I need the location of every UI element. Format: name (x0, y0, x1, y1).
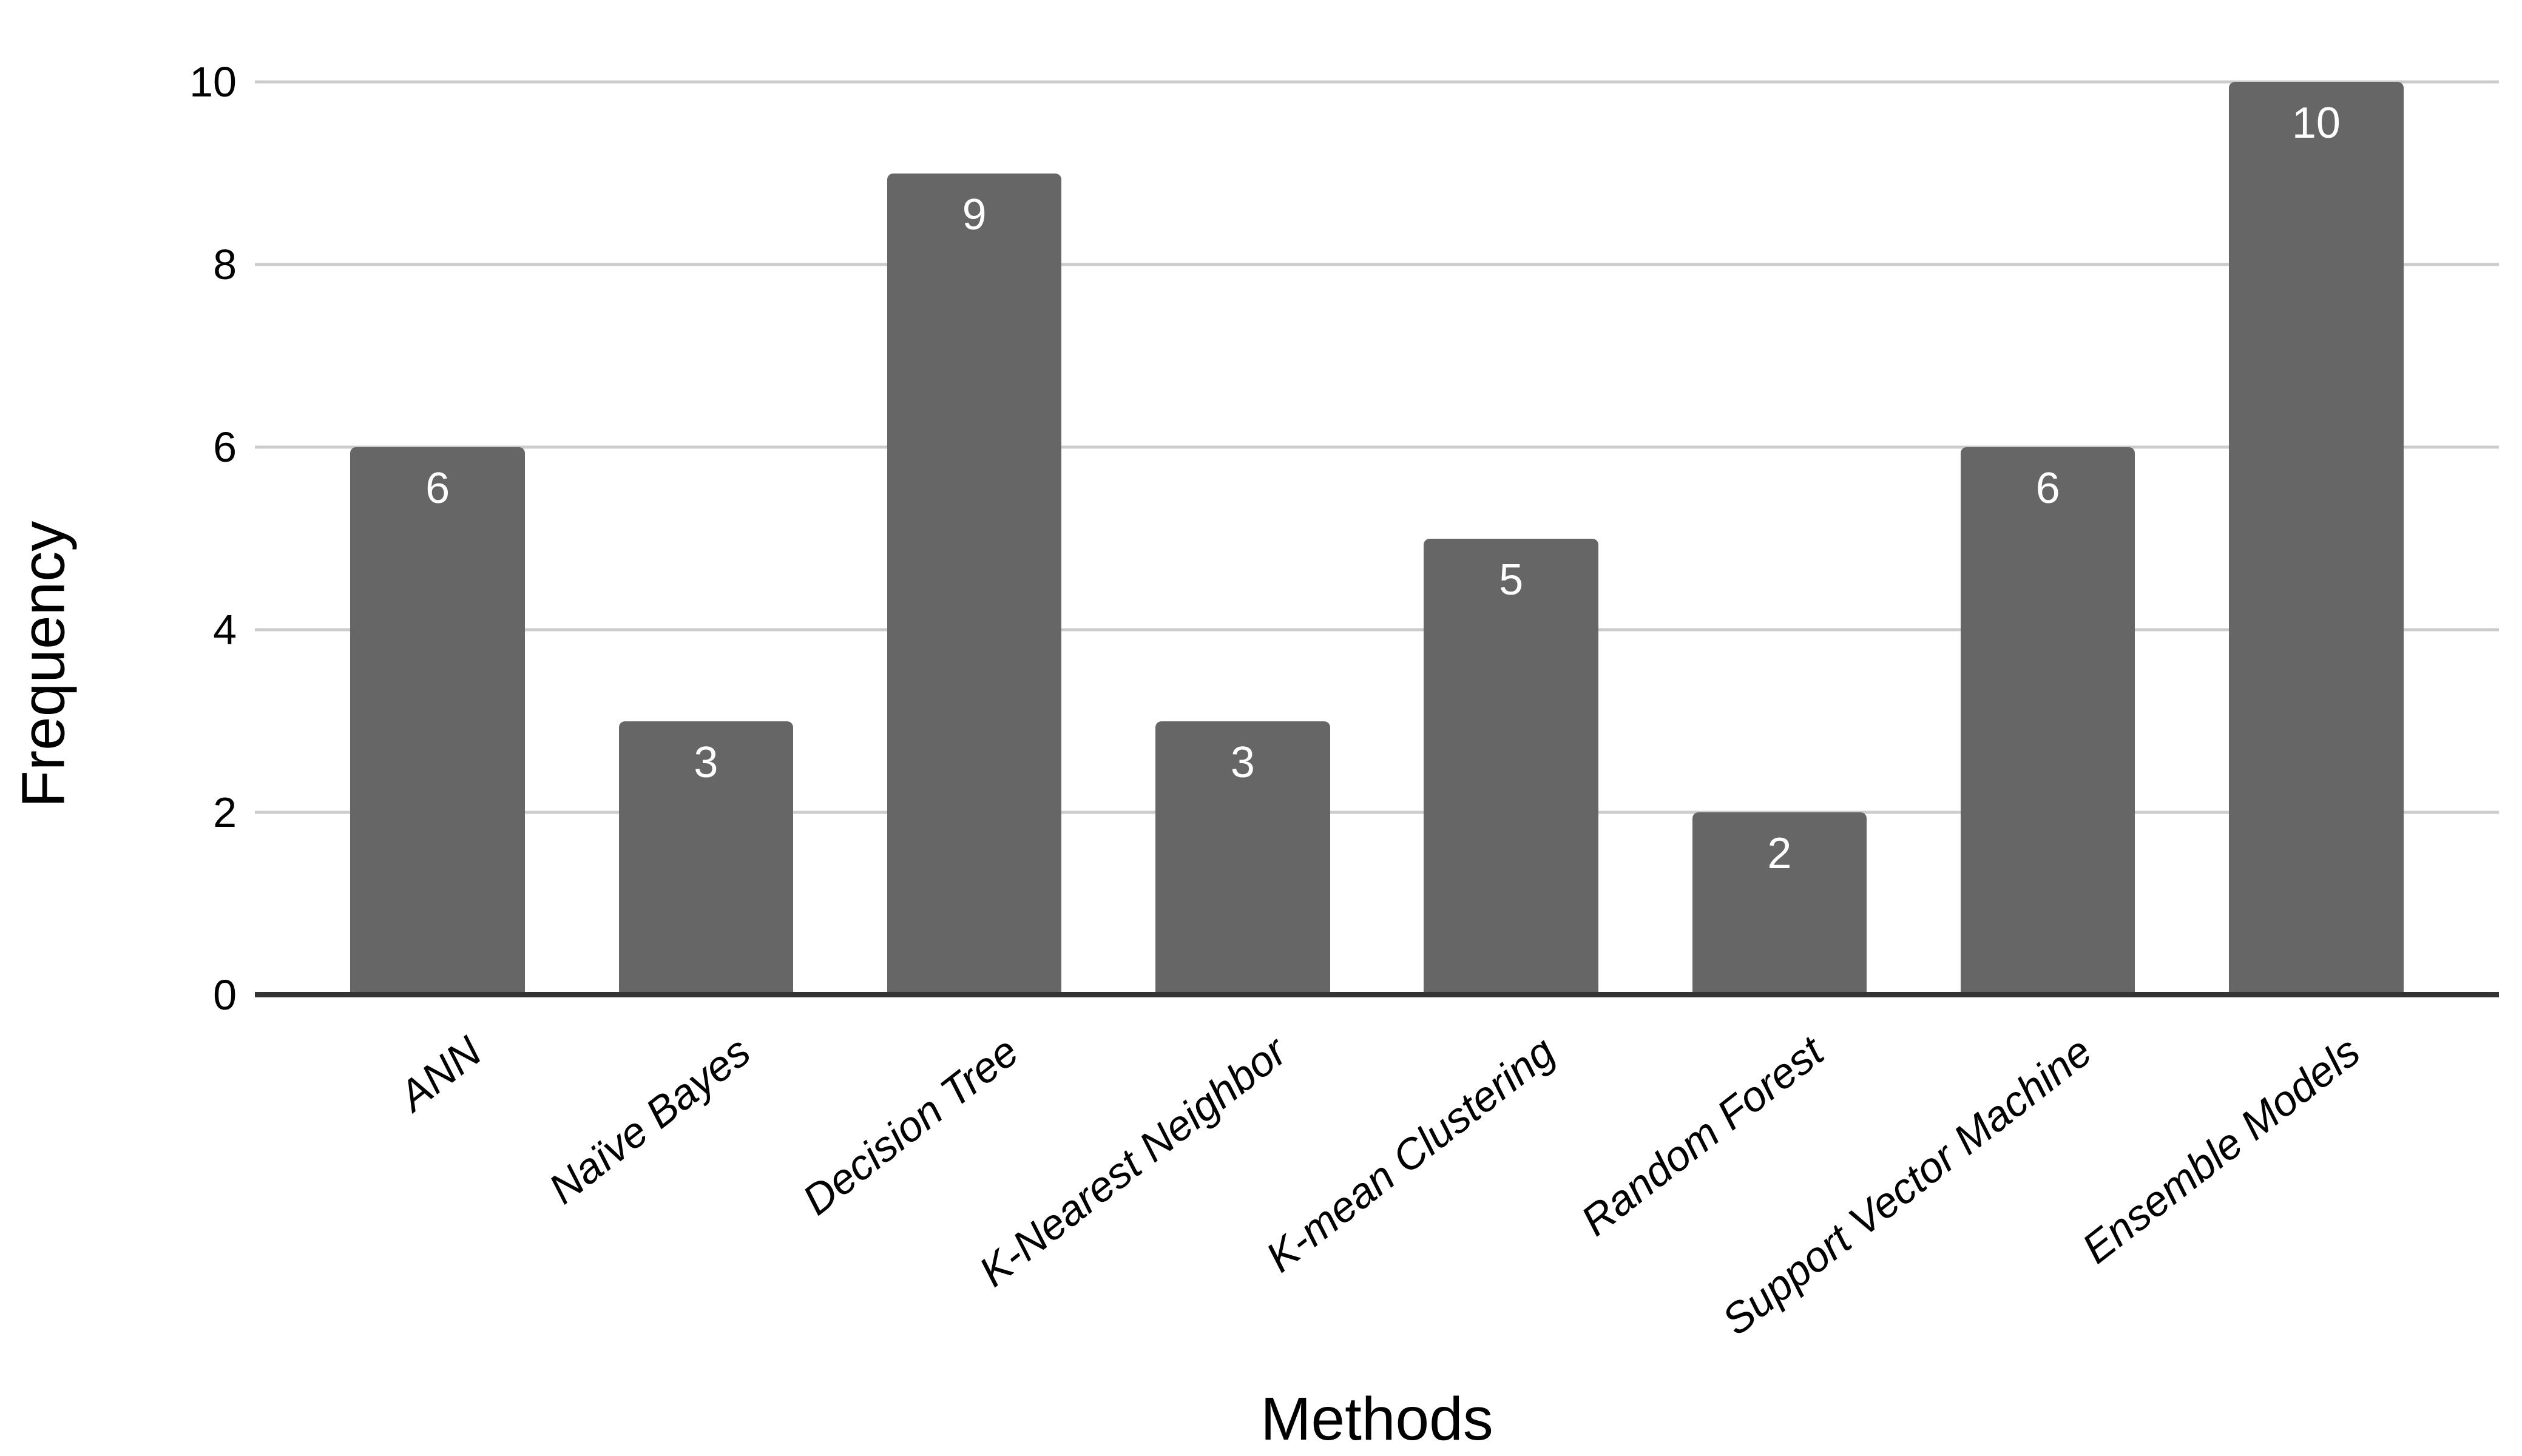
x-tick-label-k-mean-clustering: K-mean Clustering (1257, 1027, 1564, 1281)
bar-support-vector-machine: 6 (1960, 447, 2135, 995)
bar-na-ve-bayes: 3 (618, 721, 794, 995)
gridline-y2 (255, 811, 2499, 814)
gridline-y6 (255, 445, 2499, 449)
x-axis-title: Methods (1260, 1385, 1493, 1453)
y-tick-label-2: 2 (213, 789, 237, 836)
plot-area: 6 3 9 3 5 2 6 10 (255, 80, 2499, 997)
category-band: 10 (2182, 82, 2450, 995)
y-tick-label-8: 8 (213, 241, 237, 288)
y-tick-label-4: 4 (213, 606, 237, 653)
x-tick-label-na-ve-bayes: Naïve Bayes (539, 1027, 759, 1213)
bar-ensemble-models: 10 (2229, 82, 2404, 995)
bar-random-forest: 2 (1692, 812, 1867, 995)
bar-k-nearest-neighbor: 3 (1155, 721, 1330, 995)
bar-value-label: 3 (694, 738, 718, 787)
bar-value-label: 3 (1230, 738, 1255, 787)
x-tick-label-random-forest: Random Forest (1572, 1027, 1833, 1245)
category-band: 2 (1645, 82, 1913, 995)
category-band: 9 (840, 82, 1109, 995)
y-axis-title: Frequency (9, 521, 78, 808)
bar-decision-tree: 9 (887, 173, 1062, 995)
category-band: 5 (1377, 82, 1645, 995)
gridline-y10 (255, 80, 2499, 84)
category-band: 6 (1914, 82, 2182, 995)
gridline-y8 (255, 263, 2499, 266)
bar-ann: 6 (350, 447, 525, 995)
y-tick-label-6: 6 (213, 423, 237, 471)
y-tick-label-0: 0 (213, 971, 237, 1019)
category-band: 6 (303, 82, 572, 995)
bar-k-mean-clustering: 5 (1424, 538, 1598, 995)
bar-value-label: 6 (425, 464, 450, 513)
bar-value-label: 9 (962, 190, 987, 239)
bar-series: 6 3 9 3 5 2 6 10 (303, 82, 2450, 995)
bar-value-label: 6 (2035, 464, 2060, 513)
x-axis-line (255, 992, 2499, 997)
y-tick-label-10: 10 (189, 58, 237, 106)
x-tick-label-ensemble-models: Ensemble Models (2074, 1027, 2369, 1273)
x-tick-label-decision-tree: Decision Tree (794, 1027, 1027, 1224)
bar-value-label: 5 (1499, 555, 1524, 604)
category-band: 3 (572, 82, 840, 995)
gridline-y4 (255, 628, 2499, 632)
bar-value-label: 10 (2291, 99, 2341, 147)
x-tick-label-ann: ANN (390, 1027, 490, 1120)
category-band: 3 (1109, 82, 1377, 995)
bar-value-label: 2 (1767, 829, 1792, 878)
